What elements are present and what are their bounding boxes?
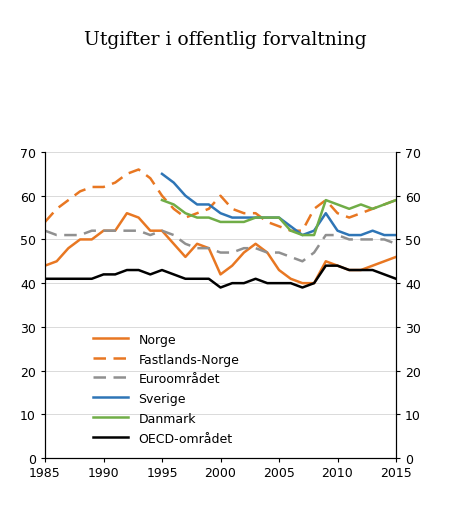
Text: Utgifter i offentlig forvaltning: Utgifter i offentlig forvaltning bbox=[84, 31, 366, 48]
Legend: Norge, Fastlands-Norge, Euroområdet, Sverige, Danmark, OECD-området: Norge, Fastlands-Norge, Euroområdet, Sve… bbox=[93, 333, 239, 445]
